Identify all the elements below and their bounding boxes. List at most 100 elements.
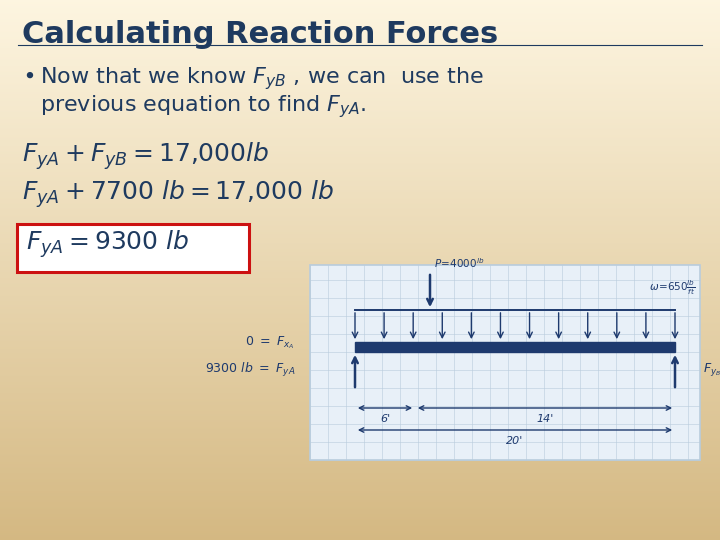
Bar — [0, 403, 720, 404]
Bar — [0, 398, 720, 399]
Text: Now that we know $F_{yB}$ , we can  use the: Now that we know $F_{yB}$ , we can use t… — [40, 65, 484, 92]
Bar — [0, 184, 720, 185]
Bar — [0, 504, 720, 505]
Bar — [0, 69, 720, 70]
Bar — [0, 116, 720, 117]
Bar — [0, 384, 720, 385]
Bar — [0, 210, 720, 211]
Bar — [0, 530, 720, 531]
Bar — [0, 156, 720, 157]
Bar — [0, 453, 720, 454]
Bar — [0, 455, 720, 456]
Bar — [0, 61, 720, 62]
Bar — [0, 186, 720, 187]
Bar — [0, 180, 720, 181]
Text: $F_{yA} = 9300\ lb$: $F_{yA} = 9300\ lb$ — [26, 228, 189, 260]
Bar — [0, 265, 720, 266]
Bar — [0, 311, 720, 312]
Bar — [0, 218, 720, 219]
Bar — [0, 304, 720, 305]
Bar — [0, 386, 720, 387]
Bar — [0, 422, 720, 423]
Bar — [0, 469, 720, 470]
Bar — [0, 477, 720, 478]
Bar — [0, 127, 720, 128]
Bar — [0, 250, 720, 251]
Bar — [0, 464, 720, 465]
Bar — [0, 58, 720, 59]
Bar — [0, 532, 720, 533]
Bar — [0, 83, 720, 84]
Bar — [0, 343, 720, 344]
Bar — [0, 135, 720, 136]
Bar — [0, 39, 720, 40]
Bar — [0, 278, 720, 279]
Bar — [0, 197, 720, 198]
Bar — [0, 24, 720, 25]
Bar — [0, 62, 720, 63]
Bar — [0, 67, 720, 68]
Bar — [0, 362, 720, 363]
Bar — [0, 479, 720, 480]
Bar — [0, 325, 720, 326]
Bar — [0, 19, 720, 20]
Bar — [0, 444, 720, 445]
Bar — [0, 174, 720, 175]
Bar — [0, 393, 720, 394]
Bar — [0, 25, 720, 26]
Bar — [0, 149, 720, 150]
Bar — [0, 216, 720, 217]
Bar — [0, 200, 720, 201]
Bar — [0, 509, 720, 510]
Bar — [0, 331, 720, 332]
Bar — [0, 488, 720, 489]
Bar — [0, 227, 720, 228]
Bar — [0, 72, 720, 73]
Bar — [0, 28, 720, 29]
Bar — [0, 267, 720, 268]
Bar — [0, 150, 720, 151]
Bar — [0, 96, 720, 97]
Bar — [0, 379, 720, 380]
Bar — [0, 145, 720, 146]
Bar — [0, 275, 720, 276]
Bar — [0, 300, 720, 301]
Bar — [0, 344, 720, 345]
Bar — [0, 109, 720, 110]
Bar — [0, 32, 720, 33]
Bar — [0, 22, 720, 23]
Bar — [0, 194, 720, 195]
Bar — [0, 46, 720, 47]
Bar — [0, 257, 720, 258]
Bar — [0, 122, 720, 123]
Bar — [0, 430, 720, 431]
Bar — [0, 285, 720, 286]
Bar — [0, 171, 720, 172]
Bar — [0, 482, 720, 483]
Bar — [0, 340, 720, 341]
Bar — [0, 353, 720, 354]
Bar — [0, 205, 720, 206]
Bar — [0, 1, 720, 2]
Bar — [0, 196, 720, 197]
Bar — [0, 431, 720, 432]
Bar — [0, 414, 720, 415]
Bar — [0, 426, 720, 427]
Bar — [0, 420, 720, 421]
Bar — [0, 327, 720, 328]
Bar — [0, 513, 720, 514]
Bar — [0, 262, 720, 263]
Bar — [0, 298, 720, 299]
Bar — [0, 44, 720, 45]
Bar — [0, 348, 720, 349]
Bar — [0, 18, 720, 19]
Bar — [0, 502, 720, 503]
Bar — [0, 168, 720, 169]
Bar — [0, 412, 720, 413]
Bar — [0, 373, 720, 374]
Bar — [0, 342, 720, 343]
Bar — [0, 475, 720, 476]
Bar — [0, 287, 720, 288]
Bar — [0, 45, 720, 46]
Bar — [0, 119, 720, 120]
